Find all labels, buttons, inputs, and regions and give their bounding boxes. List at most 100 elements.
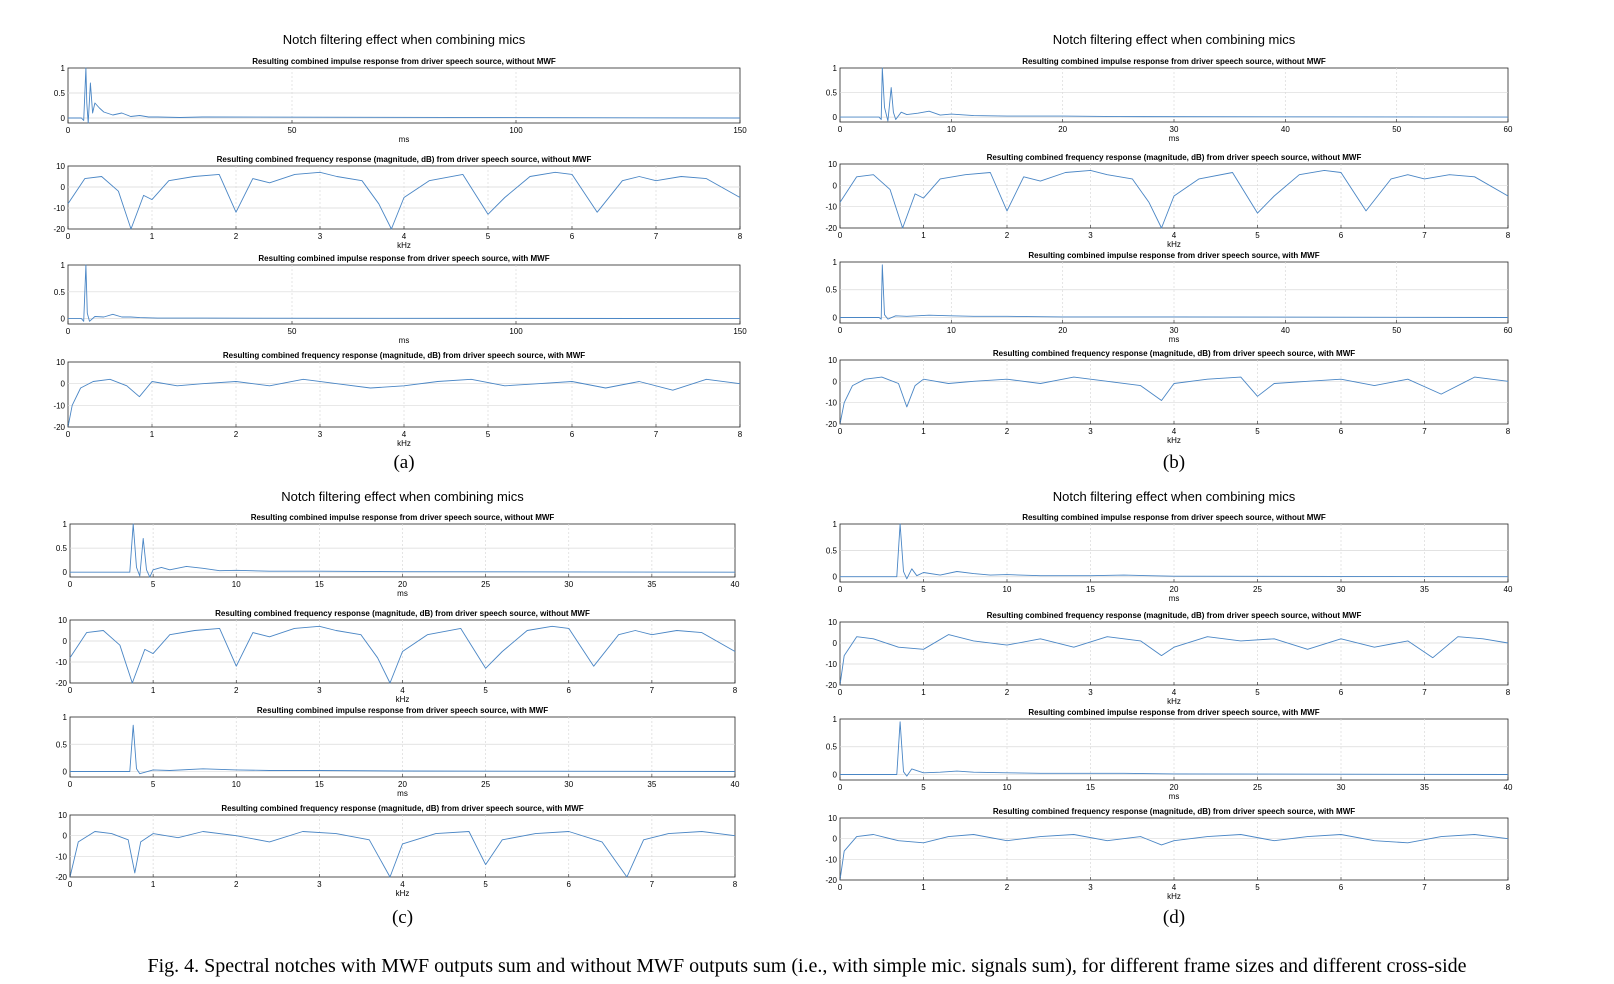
x-tick-label: 0 [68,686,73,695]
y-tick-label: 0.5 [56,544,68,553]
x-tick-label: 0 [838,783,843,792]
y-tick-label: 1 [63,520,68,529]
y-tick-label: 0 [833,835,838,844]
x-tick-label: 25 [481,780,490,789]
x-tick-label: 15 [1086,783,1095,792]
x-tick-label: 3 [317,880,322,889]
y-tick-label: 10 [828,356,837,365]
x-tick-label: 25 [1253,783,1262,792]
x-tick-label: 4 [1172,883,1177,892]
y-tick-label: -10 [53,401,65,410]
subplot-1: Resulting combined impulse response from… [56,513,740,598]
x-tick-label: 15 [315,780,324,789]
subplot-title: Resulting combined frequency response (m… [215,609,590,618]
y-tick-label: 0 [833,181,838,190]
x-tick-label: 2 [1005,427,1010,436]
axes-frame [839,817,1509,881]
x-tick-label: 3 [1088,231,1093,240]
subplot-3: Resulting combined impulse response from… [56,706,740,798]
subplot-title: Resulting combined impulse response from… [252,57,556,66]
y-tick-label: 10 [828,160,837,169]
y-tick-label: -20 [55,679,67,688]
y-tick-label: 0.5 [826,743,838,752]
x-tick-label: 5 [151,780,156,789]
series-line-1 [839,376,1509,425]
x-axis-label: ms [397,589,408,598]
y-tick-label: 0 [833,313,838,322]
x-tick-label: 15 [315,580,324,589]
subplot-title: Resulting combined impulse response from… [1028,251,1319,260]
y-tick-label: -10 [825,855,837,864]
x-tick-label: 100 [509,327,523,336]
y-tick-label: -20 [825,681,837,690]
y-tick-label: -10 [825,399,837,408]
x-tick-label: 0 [838,427,843,436]
x-tick-label: 6 [1339,231,1344,240]
x-tick-label: 40 [1504,585,1513,594]
y-tick-label: 1 [61,261,66,270]
x-tick-label: 1 [921,231,926,240]
y-tick-label: 0 [61,183,66,192]
y-tick-label: 1 [833,715,838,724]
x-tick-label: 40 [1281,125,1290,134]
x-tick-label: 4 [400,880,405,889]
series-line-1 [69,625,736,684]
subplot-4: Resulting combined frequency response (m… [55,804,737,898]
series-line-1 [840,523,1509,580]
x-tick-label: 7 [1422,688,1427,697]
x-tick-label: 8 [1506,688,1511,697]
x-tick-label: 20 [1058,326,1067,335]
x-tick-label: 5 [1255,688,1260,697]
x-tick-label: 0 [66,126,71,135]
subplot-4: Resulting combined frequency response (m… [825,349,1510,445]
axes-frame [839,718,1509,781]
subplot-3: Resulting combined impulse response from… [54,254,747,345]
x-tick-label: 2 [1005,231,1010,240]
x-tick-label: 3 [317,686,322,695]
x-tick-label: 7 [650,880,655,889]
x-tick-label: 1 [151,686,156,695]
x-tick-label: 150 [733,327,747,336]
y-tick-label: -10 [825,203,837,212]
subplot-2: Resulting combined frequency response (m… [55,609,737,704]
x-axis-label: kHz [397,241,411,250]
x-tick-label: 35 [1420,585,1429,594]
y-tick-label: 0.5 [54,89,66,98]
y-tick-label: 0.5 [826,546,838,555]
y-tick-label: 10 [828,618,837,627]
axes-frame [839,261,1509,324]
x-tick-label: 30 [564,580,573,589]
x-tick-label: 8 [733,880,738,889]
x-tick-label: 50 [1392,125,1401,134]
y-tick-label: -20 [53,423,65,432]
x-tick-label: 8 [733,686,738,695]
x-tick-label: 7 [1422,231,1427,240]
x-tick-label: 1 [921,688,926,697]
x-tick-label: 150 [733,126,747,135]
x-tick-label: 4 [1172,231,1177,240]
subplot-1: Resulting combined impulse response from… [826,57,1513,143]
x-tick-label: 4 [402,232,407,241]
x-tick-label: 5 [921,783,926,792]
x-tick-label: 0 [838,585,843,594]
y-tick-label: 0.5 [54,288,66,297]
y-tick-label: 0.5 [826,89,838,98]
series-line-1 [70,724,736,775]
x-tick-label: 2 [234,880,239,889]
x-tick-label: 7 [1422,427,1427,436]
x-tick-label: 35 [647,780,656,789]
y-tick-label: 0.5 [826,286,838,295]
subplot-title: Resulting combined frequency response (m… [217,155,592,164]
subplot-4: Resulting combined frequency response (m… [53,351,742,448]
y-tick-label: 1 [833,258,838,267]
x-tick-label: 0 [838,231,843,240]
subplot-title: Resulting combined impulse response from… [1022,57,1326,66]
x-tick-label: 6 [567,880,572,889]
x-tick-label: 10 [232,780,241,789]
x-tick-label: 0 [66,232,71,241]
series-line-1 [839,834,1509,881]
x-tick-label: 3 [1088,883,1093,892]
subplot-3: Resulting combined impulse response from… [826,708,1513,801]
x-tick-label: 2 [1005,688,1010,697]
subplot-3: Resulting combined impulse response from… [826,251,1513,344]
